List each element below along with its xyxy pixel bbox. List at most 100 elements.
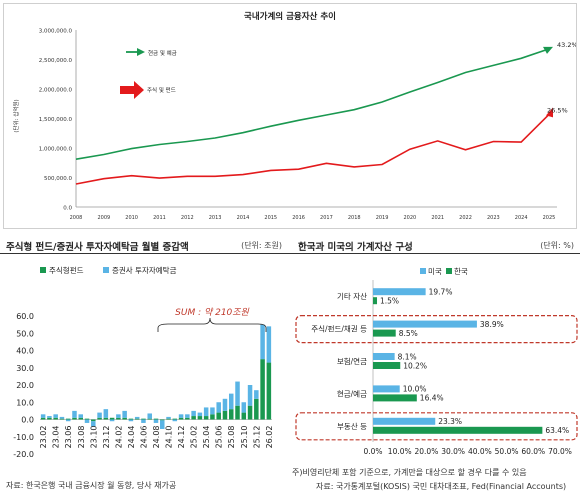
unit-label: (단위: %) <box>540 241 574 250</box>
x-tick-label: 2024 <box>515 215 528 221</box>
fund-bar <box>228 409 234 420</box>
deposit-bar <box>40 414 46 418</box>
monthly-change-bar-chart: 주식형펀드 증권사 투자자예탁금 -20.0 -10.0 0.0 10.0 20.0 30.0… <box>13 265 274 459</box>
fund-bar <box>97 417 102 420</box>
y-tick-label: 1,000,000.0 <box>39 147 73 153</box>
deposit-bar <box>178 414 184 418</box>
fund-bar <box>266 362 272 420</box>
chart-title: 국내가계의 금융자산 추이 <box>244 11 336 22</box>
x-tick-label: 60.0% <box>521 447 545 456</box>
x-tick-label: 2009 <box>97 215 110 221</box>
legend-fund-label: 주식형펀드 <box>49 266 84 275</box>
y-tick-label: 3,000,000.0 <box>39 29 73 35</box>
fund-bar <box>103 417 109 420</box>
section-divider <box>0 253 580 254</box>
x-tick-label: 2019 <box>376 215 389 221</box>
fund-bar <box>178 417 184 420</box>
x-tick-label: 23.12 <box>102 426 111 449</box>
deposit-bar <box>128 419 134 422</box>
fund-bar <box>197 416 203 420</box>
fund-bar <box>241 412 247 420</box>
deposit-bar <box>153 419 159 423</box>
fund-bar <box>141 418 146 420</box>
deposit-bar <box>254 390 259 399</box>
deposit-bar <box>122 410 127 418</box>
kr-bar <box>373 297 378 305</box>
category-label: 현금/예금 <box>337 388 367 398</box>
deposit-bar <box>160 420 165 429</box>
deposit-bar <box>266 326 272 363</box>
x-tick-label: 2013 <box>209 215 222 221</box>
x-tick-label: 24.08 <box>152 426 161 449</box>
y-tick-label: -10.0 <box>13 433 34 442</box>
y-tick-label: 60.0 <box>16 312 34 321</box>
category-label: 보험/연금 <box>337 357 367 366</box>
deposit-bar <box>91 421 96 427</box>
unit-label: (단위: 조원) <box>241 241 282 250</box>
y-tick-label: 0.0 <box>21 416 34 425</box>
fund-bar <box>72 417 77 420</box>
kr-bar <box>373 329 396 337</box>
kr-bar <box>373 362 401 369</box>
fund-bar <box>147 418 152 420</box>
kr-bar <box>373 426 543 434</box>
deposit-bar <box>247 385 253 406</box>
fund-bar <box>260 359 265 420</box>
fund-bar <box>210 414 215 420</box>
fund-bar <box>185 417 190 420</box>
fund-bar <box>191 416 196 420</box>
legend-kr-label: 한국 <box>454 267 468 276</box>
fund-bar <box>166 418 171 420</box>
x-tick-label: 2014 <box>237 215 250 221</box>
deposit-bar <box>47 416 52 418</box>
x-tick-label: 2012 <box>181 215 194 221</box>
x-tick-label: 24.04 <box>127 426 136 449</box>
x-tick-label: 25.06 <box>215 426 224 449</box>
fund-bar <box>78 417 84 420</box>
x-tick-label: 2025 <box>543 215 556 221</box>
x-tick-label: 30.0% <box>441 447 465 456</box>
deposit-bar <box>134 416 140 419</box>
x-tick-label: 26.02 <box>265 426 274 449</box>
category-label: 주식/펀드/채권 등 <box>311 324 367 334</box>
deposit-end-arrow <box>543 46 553 54</box>
deposit-bar <box>210 407 215 415</box>
us-bar <box>373 417 436 425</box>
deposit-bar <box>65 419 71 422</box>
x-tick-label: 40.0% <box>468 447 492 456</box>
x-tick-label: 25.04 <box>202 426 211 449</box>
deposit-bar <box>147 413 152 419</box>
x-tick-label: 24.12 <box>177 426 186 449</box>
source-note: 자료: 국가통계포털(KOSIS) 국민 대차대조표, Fed(Financia… <box>316 482 567 491</box>
x-tick-label: 20.0% <box>415 447 439 456</box>
us-value-label: 23.3% <box>438 417 462 426</box>
legend-deposit-label: 증권사 투자자예탁금 <box>112 265 177 275</box>
deposit-bar <box>222 398 228 411</box>
kr-us-asset-composition-panel: 한국과 미국의 가계자산 구성 (단위: %) 미국 한국 기타 자산 19.7% 1.… <box>290 236 580 498</box>
us-bar <box>373 353 395 360</box>
fund-series-line <box>75 113 550 185</box>
fund-bar <box>122 417 127 420</box>
x-tick-label: 2022 <box>459 215 472 221</box>
x-tick-label: 70.0% <box>548 447 572 456</box>
highlight-box <box>295 314 578 344</box>
kr-value-label: 1.5% <box>380 297 399 306</box>
deposit-series-line <box>75 48 550 160</box>
legend-deposit-label: 현금 및 예금 <box>148 49 177 57</box>
fund-bar <box>254 398 259 420</box>
deposit-bar <box>216 402 221 413</box>
x-tick-label: 25.02 <box>190 426 199 449</box>
x-tick-label: 25.08 <box>227 426 236 449</box>
fund-bar <box>53 417 58 420</box>
deposit-bar <box>103 409 109 418</box>
x-tick-label: 23.04 <box>52 426 61 449</box>
x-tick-label: 2011 <box>153 215 166 221</box>
footnote: 주)비영리단체 포함 기준으로, 가계만을 대상으로 할 경우 다를 수 있음 <box>292 468 527 477</box>
x-tick-label: 25.12 <box>252 426 261 449</box>
deposit-bar <box>84 419 90 423</box>
y-tick-label: 2,500,000.0 <box>39 58 73 64</box>
legend-us-label: 미국 <box>428 267 442 276</box>
sum-annotation: SUM : 약 210조원 <box>175 307 249 318</box>
y-tick-label: 1,500,000.0 <box>39 117 73 123</box>
fund-bar <box>222 410 228 420</box>
